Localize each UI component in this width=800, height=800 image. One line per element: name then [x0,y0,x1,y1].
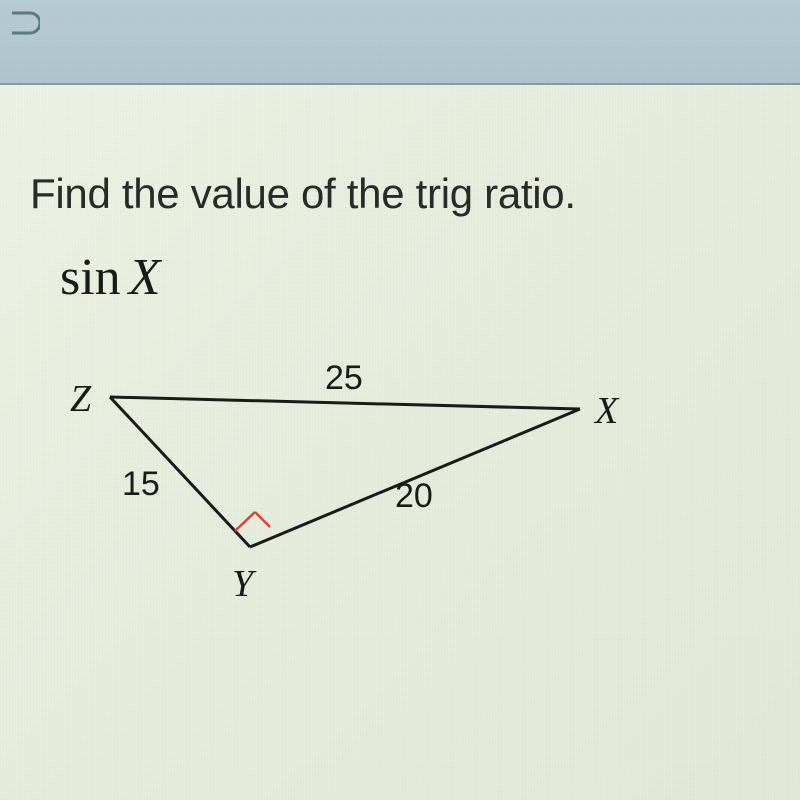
question-content-area: Find the value of the trig ratio. sinX Z… [0,85,800,800]
side-xy-label: 20 [395,477,433,516]
side-zx-label: 25 [325,359,363,398]
triangle-svg [60,367,660,647]
browser-top-bar [0,0,800,85]
side-zy-label: 15 [122,465,160,504]
trig-function: sin [60,249,121,306]
vertex-z-label: Z [70,377,91,421]
trig-variable: X [129,249,161,306]
vertex-y-label: Y [232,562,253,606]
partial-tab-icon [10,8,45,43]
side-zx [110,397,580,409]
trig-expression: sinX [60,248,770,307]
vertex-x-label: X [595,389,618,433]
triangle-diagram: Z X Y 25 15 20 [60,367,660,647]
right-angle-marker [235,512,270,531]
question-prompt: Find the value of the trig ratio. [30,170,770,218]
